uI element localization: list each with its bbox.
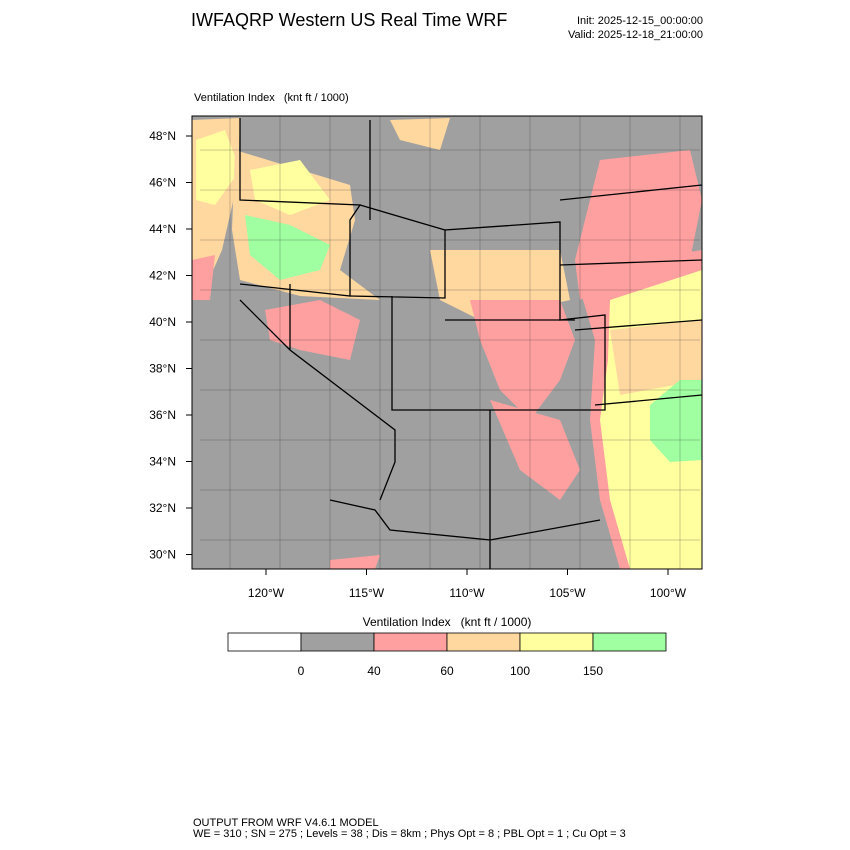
legend: 0 40 60 100 150 (227, 632, 667, 678)
field-shade (390, 118, 450, 150)
field-shade (490, 400, 580, 500)
footer-line: WE = 310 ; SN = 275 ; Levels = 38 ; Dis … (193, 828, 626, 840)
init-time: Init: 2025-12-15_00:00:00 (577, 15, 703, 27)
field-shade (610, 320, 702, 395)
map-label: Ventilation Index (knt ft / 1000) (194, 92, 349, 104)
lat-label: 48°N (149, 129, 176, 143)
lat-label: 38°N (149, 362, 176, 376)
lon-label: 110°W (449, 586, 485, 600)
legend-swatch (373, 632, 448, 652)
legend-level: 100 (510, 664, 530, 678)
state-border (359, 120, 601, 541)
field-shade (330, 555, 380, 569)
legend-level: 0 (298, 664, 305, 678)
lat-label: 34°N (149, 455, 176, 469)
lat-label: 46°N (149, 176, 176, 190)
lat-label: 36°N (149, 408, 176, 422)
field-shade (196, 130, 240, 205)
state-border (239, 284, 396, 501)
state-border (239, 118, 362, 297)
legend-level: 150 (583, 664, 603, 678)
legend-swatch (446, 632, 521, 652)
lat-label: 40°N (149, 315, 176, 329)
field-shade (265, 300, 360, 360)
lon-label: 120°W (248, 586, 285, 600)
state-border (559, 184, 702, 406)
county-grid (200, 116, 700, 569)
title: IWFAQRP Western US Real Time WRF (191, 10, 507, 30)
lat-label: 44°N (149, 222, 176, 236)
valid-time: Valid: 2025-12-18_21:00:00 (568, 29, 703, 41)
state-border (349, 221, 606, 411)
legend-swatch (227, 632, 302, 652)
legend-level: 60 (440, 664, 454, 678)
lat-label: 32°N (149, 501, 176, 515)
field-shade (192, 255, 215, 300)
field-shade (245, 215, 330, 280)
footer-line: OUTPUT FROM WRF V4.6.1 MODEL (193, 817, 379, 829)
map (192, 116, 702, 569)
lat-label: 30°N (149, 548, 176, 562)
legend-swatch (300, 632, 375, 652)
lat-axis: 48°N 46°N 44°N 42°N 40°N 38°N 36°N 34°N 32°N 30°N (149, 129, 192, 562)
field-shade (650, 380, 702, 462)
legend-title: Ventilation Index (knt ft / 1000) (363, 615, 532, 629)
lon-label: 100°W (650, 586, 687, 600)
lon-label: 105°W (549, 586, 586, 600)
lat-label: 42°N (149, 269, 176, 283)
lon-label: 115°W (349, 586, 385, 600)
legend-swatch (592, 632, 667, 652)
state-border (329, 499, 491, 569)
legend-swatch (519, 632, 594, 652)
lon-axis: 120°W 115°W 110°W 105°W 100°W (248, 569, 687, 600)
map-frame (191, 115, 703, 570)
legend-level: 40 (367, 664, 381, 678)
